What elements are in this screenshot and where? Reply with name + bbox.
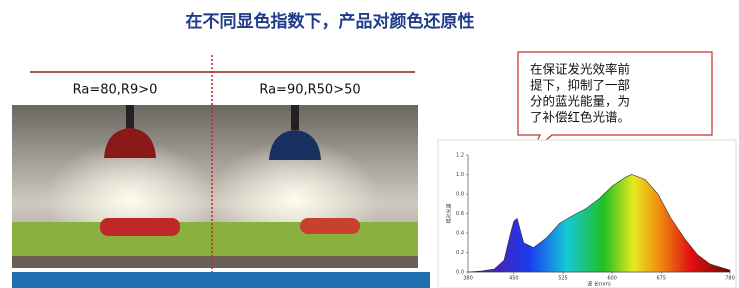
label: Ra=80,R9>0 (73, 83, 158, 98)
lamp-stem (291, 105, 299, 130)
y-axis-label: 相对光谱 (446, 203, 453, 223)
page: 在不同显色指数下，产品对颜色还原性 Ra=80,R9>0 Ra=90,R50>5… (0, 0, 739, 288)
y-tick-label: 1.0 (456, 172, 464, 178)
y-tick-label: 0.4 (456, 231, 464, 237)
callout-line: 在保证发光效率前 (530, 62, 630, 77)
slide: 在不同显色指数下，产品对颜色还原性 Ra=80,R9>0 Ra=90,R50>5… (0, 0, 739, 288)
x-tick-label: 380 (463, 276, 473, 282)
slide-title: 在不同显色指数下，产品对颜色还原性 (186, 11, 475, 32)
x-tick-label: 780 (725, 276, 735, 282)
fruit (100, 218, 180, 236)
lamp-stem (126, 105, 134, 130)
shelf (12, 256, 418, 268)
x-tick-label: 450 (509, 276, 519, 282)
callout-line: 了补偿红色光谱。 (530, 110, 630, 125)
y-tick-label: 0.8 (456, 192, 464, 198)
photo (12, 105, 418, 268)
label: Ra=90,R50>50 (259, 83, 360, 98)
callout-line: 分的蓝光能量，为 (530, 94, 630, 109)
x-axis-label: 波 长(nm) (587, 281, 611, 288)
x-tick-label: 525 (558, 276, 568, 282)
footer-bar (12, 272, 430, 288)
x-tick-label: 675 (656, 276, 666, 282)
y-tick-label: 0.2 (456, 250, 464, 256)
y-tick-label: 0.6 (456, 211, 464, 217)
callout-line: 提下，抑制了一部 (530, 78, 630, 93)
y-tick-label: 1.2 (456, 153, 464, 159)
fruit (300, 218, 360, 234)
